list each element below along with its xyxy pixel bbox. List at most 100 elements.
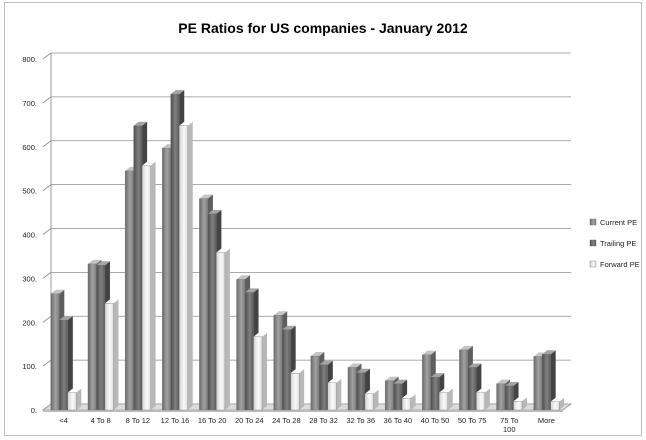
bar-top — [459, 345, 473, 350]
y-tick-label: 300. — [22, 274, 37, 283]
bar-top — [253, 332, 268, 337]
x-tick-label: 8 To 12 — [126, 416, 150, 425]
bar-side — [484, 388, 490, 410]
bar-side — [67, 316, 73, 410]
bar-top — [542, 350, 556, 355]
bar-top — [59, 316, 73, 321]
bar-side — [336, 378, 342, 410]
gridlines — [42, 52, 571, 411]
x-tick-label: 12 To 16 — [161, 416, 190, 425]
bar-front — [253, 336, 263, 411]
bar-side — [299, 369, 305, 410]
bar-front — [513, 401, 523, 411]
x-tick-label: 32 To 36 — [346, 416, 375, 425]
bar-front — [533, 356, 543, 411]
y-axis-tick-labels: 0. 100. 200. 300. 400. 500. 600. 700. 800. — [22, 55, 37, 415]
y-tick-label: 500. — [22, 187, 37, 196]
bar-front — [439, 392, 448, 411]
bar-front — [67, 392, 77, 411]
x-tick-label: 16 To 20 — [198, 416, 227, 425]
x-tick-label: 4 To 8 — [91, 416, 111, 425]
legend-swatch — [589, 218, 597, 226]
bar-side — [262, 332, 268, 410]
bar-top — [430, 373, 445, 378]
x-tick-label: 75 To 100 — [500, 416, 518, 434]
bar-top — [385, 376, 399, 381]
bar-forward-pe — [513, 397, 528, 411]
bar-front — [542, 354, 551, 411]
bar-front — [310, 355, 320, 411]
bar-front — [216, 252, 226, 411]
bar-top — [87, 259, 102, 264]
bar-side — [559, 397, 565, 410]
bar-side — [522, 397, 528, 410]
x-axis-tick-labels: <4 4 To 8 8 To 12 12 To 16 16 To 20 20 To 24 2… — [59, 416, 555, 434]
legend-entry: Current PE — [589, 218, 637, 227]
bar-top — [327, 378, 342, 383]
gridline-side — [42, 52, 52, 60]
bar-side — [410, 394, 416, 410]
bar-top — [216, 248, 230, 253]
legend-swatch — [589, 239, 597, 247]
bar-side — [113, 299, 119, 410]
gridline-side — [42, 272, 52, 279]
bar-top — [245, 288, 259, 293]
x-tick-label: 40 To 50 — [421, 416, 450, 425]
bar-top — [273, 311, 288, 316]
legend: Current PE Trailing PE Forward PE — [589, 218, 640, 269]
bar-top — [364, 389, 379, 394]
y-tick-label: 200. — [22, 318, 37, 327]
bar-top — [67, 388, 82, 393]
legend-label: Forward PE — [600, 260, 640, 269]
bar-front — [467, 367, 477, 411]
bar-top — [310, 352, 325, 357]
bar-forward-pe — [290, 369, 305, 411]
y-tick-label: 600. — [22, 143, 37, 152]
bar-front — [179, 125, 188, 411]
bar-side — [550, 350, 556, 410]
bar-front — [476, 392, 486, 411]
x-tick-label: 50 To 75 — [458, 416, 487, 425]
gridline-side — [42, 140, 52, 148]
legend-label: Trailing PE — [600, 239, 636, 248]
bar-side — [187, 121, 193, 410]
bar-front — [87, 263, 97, 411]
bar-side — [224, 248, 230, 410]
x-tick-label: More — [538, 416, 555, 425]
bar-front — [290, 372, 300, 411]
gridline-side — [42, 228, 52, 235]
legend-entry: Trailing PE — [589, 239, 636, 248]
bar-front — [356, 372, 366, 411]
gridline-side — [42, 96, 52, 104]
bar-top — [347, 363, 362, 368]
bar-forward-pe — [476, 388, 490, 411]
y-tick-label: 700. — [22, 99, 37, 108]
bar-front — [319, 364, 328, 411]
bar-top — [439, 388, 453, 393]
bars — [50, 90, 565, 411]
bar-front — [496, 383, 506, 411]
bar-front — [347, 367, 357, 411]
bar-top — [319, 360, 333, 365]
bar-top — [290, 369, 305, 374]
gridline-side — [42, 359, 52, 367]
bar-front — [141, 165, 151, 411]
bar-top — [356, 368, 370, 373]
bar-forward-pe — [327, 378, 342, 411]
legend-swatch — [589, 260, 597, 268]
bar-top — [50, 289, 65, 294]
bar-forward-pe — [253, 332, 268, 411]
x-tick-label: 20 To 24 — [235, 416, 264, 425]
y-tick-label: 100. — [22, 362, 37, 371]
bar-top — [550, 397, 565, 402]
bar-front — [244, 292, 254, 411]
bar-trailing-pe — [59, 316, 73, 411]
bar-top — [496, 379, 511, 384]
bar-front — [430, 376, 440, 411]
bar-forward-pe — [141, 161, 156, 411]
x-tick-label: 24 To 28 — [272, 416, 301, 425]
bar-front — [199, 198, 209, 411]
bar-front — [104, 303, 114, 411]
bar-front — [207, 213, 217, 411]
bar-trailing-pe — [542, 350, 556, 411]
